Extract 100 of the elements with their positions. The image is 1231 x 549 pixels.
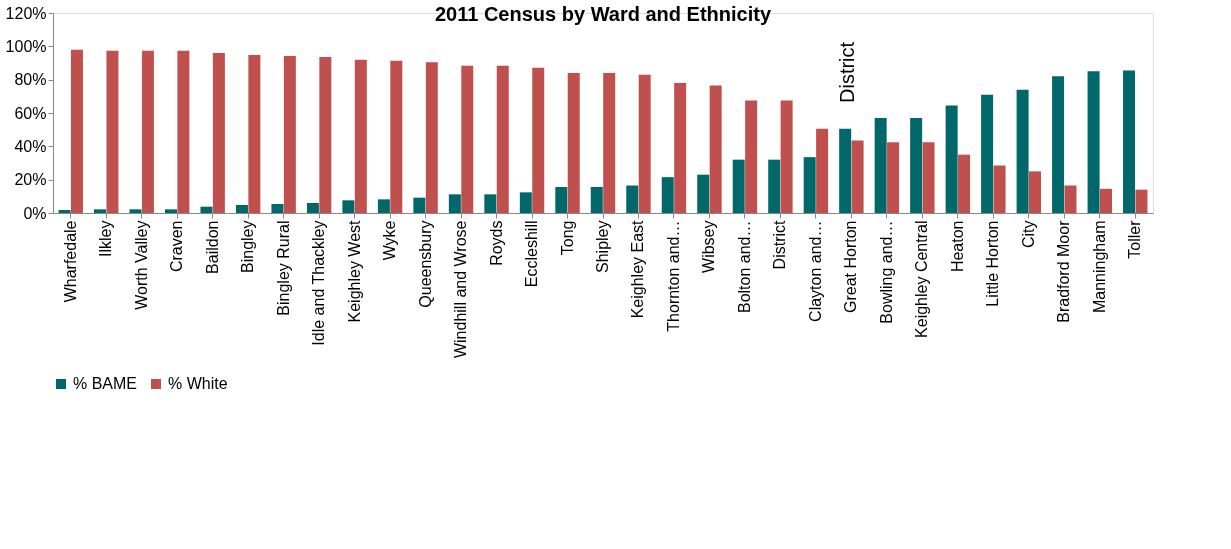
bar <box>532 67 545 213</box>
x-tick-label: Keighley East <box>629 219 647 319</box>
bar <box>993 165 1006 213</box>
bar <box>981 94 994 213</box>
bar <box>638 74 651 213</box>
x-tick-label: Thornton and… <box>664 220 682 332</box>
x-tick-label: Shipley <box>594 220 611 273</box>
bar <box>200 206 213 213</box>
x-tick-label: Bowling and… <box>877 220 895 324</box>
x-tick-label: Worth Valley <box>132 220 150 310</box>
bar <box>958 154 971 213</box>
x-tick-label: Windhill and Wrose <box>452 220 470 359</box>
bar <box>484 194 497 213</box>
x-tick-label: Ilkley <box>97 220 115 257</box>
bar <box>283 56 296 213</box>
bar <box>70 49 83 213</box>
bar <box>248 55 261 213</box>
bar <box>555 187 568 213</box>
bar <box>94 209 107 213</box>
bar <box>910 118 923 213</box>
bar <box>519 192 532 213</box>
x-tick-label: Idle and Thackley <box>310 220 328 346</box>
bar <box>567 73 580 213</box>
bar <box>851 140 864 213</box>
bar <box>461 65 474 213</box>
bar <box>319 57 332 213</box>
x-tick-label: Little Horton <box>984 220 1002 307</box>
x-tick-label: Craven <box>168 220 186 273</box>
bar <box>768 159 781 213</box>
bar <box>1135 189 1148 213</box>
bar <box>922 142 935 213</box>
bar <box>212 53 225 213</box>
x-tick-label: City <box>1019 220 1037 249</box>
bar <box>496 65 509 213</box>
bar <box>271 204 284 213</box>
annotation: District <box>836 41 858 103</box>
x-tick-label: Manningham <box>1090 220 1108 313</box>
x-tick-label: District <box>771 219 789 270</box>
bar <box>709 85 722 213</box>
legend-label: % BAME <box>73 375 138 392</box>
bar <box>626 185 639 213</box>
bar <box>874 118 887 213</box>
x-tick-label: Tong <box>558 220 576 256</box>
bar <box>413 197 426 213</box>
bar <box>661 177 674 213</box>
x-tick-label: Wyke <box>381 220 399 261</box>
y-tick-label: 60% <box>14 104 47 122</box>
bar <box>1064 185 1077 213</box>
x-tick-label: Wibsey <box>700 220 718 273</box>
bar <box>1029 171 1042 213</box>
bar <box>342 200 355 213</box>
bar <box>1052 76 1065 213</box>
bar <box>141 50 154 213</box>
chart-title: 2011 Census by Ward and Ethnicity <box>434 3 772 25</box>
x-tick-label: Bingley Rural <box>274 220 292 316</box>
x-tick-label: Eccleshill <box>523 220 541 288</box>
y-tick-label: 120% <box>5 4 47 22</box>
x-tick-label: Clayton and… <box>806 220 824 322</box>
bar <box>697 174 710 213</box>
x-tick-label: Bradford Moor <box>1055 219 1073 323</box>
y-tick-label: 20% <box>14 171 47 189</box>
y-tick-label: 80% <box>14 71 47 89</box>
x-tick-label: Baildon <box>203 220 221 274</box>
bar <box>58 210 71 213</box>
bar <box>106 50 119 213</box>
bar <box>816 128 829 213</box>
bar <box>425 62 438 213</box>
x-tick-label: Royds <box>487 220 505 266</box>
bar <box>1123 70 1136 213</box>
legend-label: % White <box>168 375 228 392</box>
x-tick-label: Keighley West <box>345 219 363 323</box>
bar <box>745 100 758 213</box>
bar <box>1016 89 1029 213</box>
y-tick-label: 0% <box>23 204 47 222</box>
x-tick-label: Toller <box>1126 219 1144 259</box>
bar <box>448 194 461 213</box>
x-tick-label: Wharfedale <box>61 220 79 303</box>
x-tick-label: Keighley Central <box>913 220 931 338</box>
bar <box>235 205 248 213</box>
bar <box>590 187 603 213</box>
y-tick-label: 40% <box>14 137 47 155</box>
bar <box>377 199 390 213</box>
bar <box>177 50 190 213</box>
bar <box>164 209 177 213</box>
x-tick-label: Queensbury <box>416 220 434 308</box>
bar <box>732 159 745 213</box>
x-tick-label: Heaton <box>948 220 966 273</box>
bar <box>390 60 403 213</box>
x-tick-label: Great Horton <box>842 220 860 313</box>
bar <box>803 157 816 213</box>
bar <box>129 209 142 213</box>
bar <box>603 73 616 213</box>
bar <box>887 142 900 213</box>
bar <box>1099 188 1112 213</box>
bar <box>354 59 367 213</box>
x-tick-label: Bolton and… <box>735 220 753 314</box>
y-tick-label: 100% <box>5 37 47 55</box>
bar <box>1087 71 1100 213</box>
bar <box>306 203 319 213</box>
bar <box>839 128 852 213</box>
